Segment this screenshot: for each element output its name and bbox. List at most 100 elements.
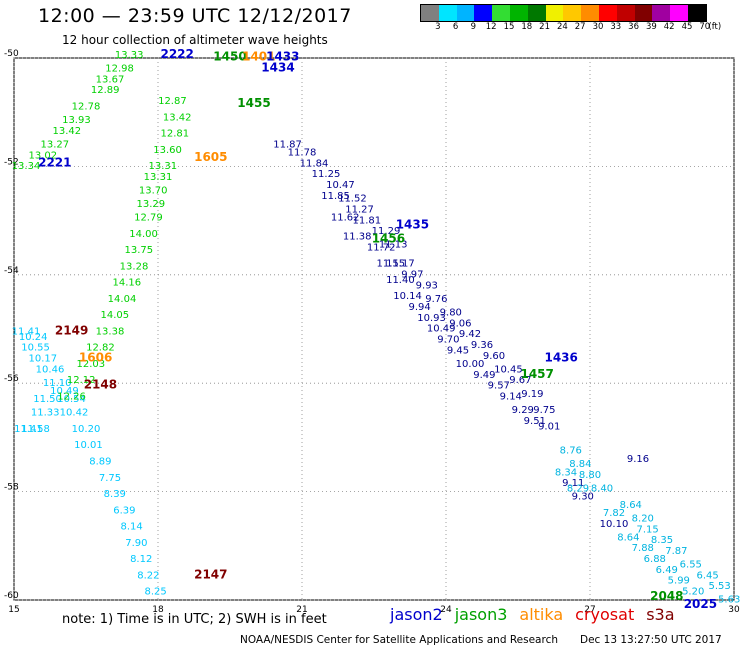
wave-height-label: 11.25 [312,169,341,180]
color-scale-label: 36 [628,22,640,32]
chart-subtitle: 12 hour collection of altimeter wave hei… [62,33,328,47]
color-scale-label: 70 [699,22,711,32]
wave-height-label: 8.25 [144,587,166,598]
wave-height-label: 8.84 [569,459,591,470]
wave-height-label: 9.06 [449,318,471,329]
wave-height-label: 12.79 [134,213,163,224]
wave-height-label: 9.36 [471,340,493,351]
wave-height-label: 9.11 [562,478,584,489]
wave-height-label: 8.89 [89,457,111,468]
y-tick-label: -54 [4,266,19,276]
generated-timestamp: Dec 13 13:27:50 UTC 2017 [580,634,722,646]
pass-time-label: 2222 [160,47,193,61]
wave-height-label: 10.49 [50,386,79,397]
wave-height-label: 7.15 [636,524,658,535]
wave-height-label: 7.90 [125,538,147,549]
wave-height-label: 12.12 [67,375,96,386]
wave-height-label: 11.38 [343,232,372,243]
color-scale-cell [670,5,688,21]
wave-height-label: 6.88 [644,554,666,565]
wave-height-label: 9.67 [509,375,531,386]
wave-height-label: 8.29 [567,484,589,495]
wave-height-label: 13.42 [163,112,192,123]
color-scale-label: 45 [681,22,693,32]
wave-height-label: 10.45 [494,364,523,375]
wave-height-label: 13.67 [96,74,125,85]
wave-height-label: 11.72 [367,242,396,253]
wave-height-label: 7.82 [603,508,625,519]
wave-height-label: 9.16 [627,454,649,465]
pass-time-label: 1433 [266,50,299,64]
pass-time-label: 1401 [242,50,275,64]
wave-height-label: 12.26 [57,391,86,402]
wave-height-label: 7.88 [632,543,654,554]
wave-height-label: 9.70 [437,335,459,346]
wave-height-label: 11.78 [288,148,317,159]
pass-time-label: 1605 [194,150,227,164]
wave-height-label: 11.50 [33,394,62,405]
wave-height-label: 6.39 [113,505,135,516]
color-scale-label: 6 [452,22,459,32]
color-scale-cell [652,5,671,21]
color-scale-cell [474,5,493,21]
y-tick-label: -50 [4,49,19,59]
wave-height-label: 10.47 [326,180,355,191]
color-scale-cell [563,5,582,21]
wave-height-label: 5.53 [708,581,730,592]
wave-height-label: 11.27 [345,204,374,215]
pass-time-label: 2147 [194,567,227,581]
wave-height-label: 8.64 [620,500,642,511]
color-scale-cell [687,5,706,21]
wave-height-label: 9.14 [500,391,522,402]
color-scale-label: 24 [556,22,568,32]
wave-height-label: 14.05 [100,310,129,321]
wave-height-label: 13.93 [62,115,91,126]
wave-height-label: 8.14 [120,522,142,533]
wave-height-label: 9.76 [425,294,447,305]
wave-height-label: 8.35 [651,535,673,546]
wave-height-label: 9.80 [440,307,462,318]
credit-line: NOAA/NESDIS Center for Satellite Applica… [240,634,558,646]
y-tick-label: -58 [4,483,19,493]
color-scale-label: 15 [503,22,515,32]
wave-height-label: 9.30 [572,492,594,503]
wave-height-label: 13.02 [28,150,57,161]
wave-height-label: 9.49 [473,370,495,381]
color-scale-label: 33 [610,22,622,32]
wave-height-label: 11.33 [31,408,60,419]
pass-time-label: 1434 [261,61,294,75]
color-scale-cell [616,5,635,21]
wave-height-label: 9.19 [521,389,543,400]
x-tick-label: 21 [296,605,307,615]
wave-height-label: 11.41 [12,326,41,337]
wave-height-label: 14.00 [129,229,158,240]
pass-time-label: 1435 [396,218,429,232]
wave-height-label: 13.31 [144,172,173,183]
wave-height-label: 10.49 [427,324,456,335]
pass-time-label: 1606 [79,351,112,365]
satellite-legend: jason2 jason3 altika cryosat s3a [390,605,687,624]
wave-height-label: 10.46 [36,364,65,375]
y-tick-label: -56 [4,374,19,384]
chart-title: 12:00 — 23:59 UTC 12/12/2017 [38,5,352,27]
wave-height-label: 9.51 [524,416,546,427]
legend-entry: cryosat [575,605,635,624]
wave-height-label: 11.13 [379,240,408,251]
color-scale-label: 21 [539,22,551,32]
wave-height-label: 11.55 [376,259,405,270]
y-tick-label: -52 [4,157,19,167]
wave-height-label: 11.85 [321,191,350,202]
wave-height-label: 13.60 [153,145,182,156]
wave-height-label: 13.34 [12,161,41,172]
color-scale-label: 30 [592,22,604,32]
wave-height-label: 12.78 [72,101,101,112]
legend-entry: jason2 [390,605,443,624]
wave-height-label: 6.55 [680,559,702,570]
wave-height-label: 10.10 [600,519,629,530]
color-scale-bar [420,4,707,22]
color-scale-label: 9 [470,22,477,32]
pass-time-label: 1455 [237,96,270,110]
wave-height-label: 13.75 [124,245,153,256]
color-scale-labels: 3 6 9 12 15 18 21 24 27 30 33 36 39 42 45 70 (ft) [420,22,730,34]
